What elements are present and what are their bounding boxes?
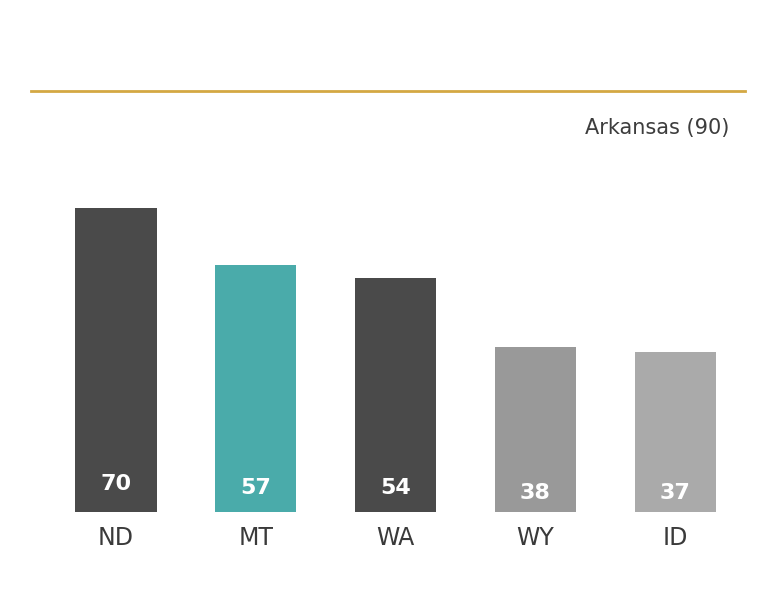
Text: 38: 38 — [520, 482, 551, 502]
Bar — [355, 278, 436, 512]
Text: 54: 54 — [380, 478, 411, 498]
Text: Arkansas (90): Arkansas (90) — [585, 118, 730, 138]
Bar — [215, 265, 296, 512]
Text: 57: 57 — [240, 478, 271, 498]
Bar — [495, 348, 576, 512]
Bar — [75, 209, 157, 512]
Text: 70: 70 — [101, 474, 131, 494]
Text: 37: 37 — [660, 483, 690, 503]
Bar — [634, 352, 716, 512]
